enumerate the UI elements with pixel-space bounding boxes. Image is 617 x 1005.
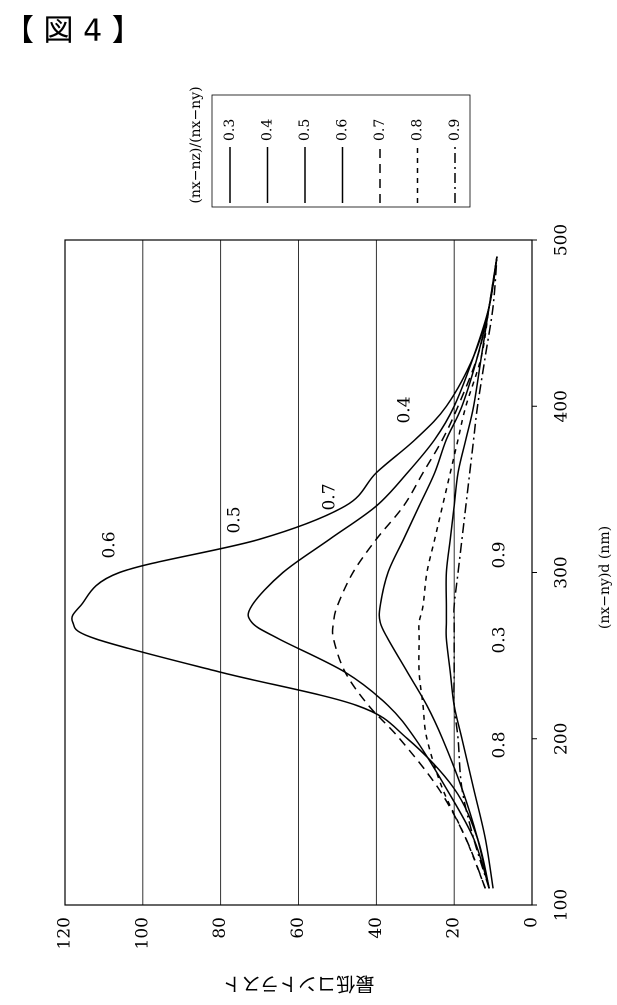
- y-tick-label: 40: [366, 917, 386, 939]
- x-tick-label: 400: [552, 390, 572, 422]
- series-line: [248, 257, 497, 889]
- series-line: [72, 257, 497, 889]
- curve-label: 0.7: [320, 483, 340, 510]
- rotated-chart: 0 20 40 60 80 100 120 100 200 300 400 500 (nx−ny)d (…: [55, 86, 614, 994]
- x-tick-label: 200: [552, 723, 572, 755]
- curve-label: 0.8: [490, 731, 510, 758]
- y-tick-label: 20: [444, 917, 464, 939]
- x-tick-label: 500: [552, 224, 572, 256]
- legend-box: [212, 95, 470, 207]
- curve-label: 0.9: [490, 541, 510, 568]
- y-tick-label: 0: [522, 917, 542, 928]
- y-tick-label: 100: [132, 917, 152, 949]
- x-tick-label: 300: [552, 556, 572, 588]
- legend-label: 0.8: [410, 119, 426, 141]
- legend-label: 0.6: [335, 119, 351, 141]
- y-tick-label: 120: [55, 917, 75, 949]
- x-tick-label: 100: [552, 889, 572, 921]
- legend-label: 0.7: [372, 119, 388, 141]
- y-axis-label: 最低コントラスト: [223, 973, 375, 995]
- y-tick-label: 80: [210, 917, 230, 939]
- y-tick-label: 60: [288, 917, 308, 939]
- figure: 【 図 4 】 0 20 40 60 80 100 120 100 200 300 400 500 (n…: [0, 0, 617, 1005]
- legend-title: (nx−nz)/(nx−ny): [188, 86, 204, 203]
- curve-label: 0.5: [225, 506, 245, 533]
- legend-label: 0.9: [447, 119, 463, 141]
- curve-label: 0.3: [490, 626, 510, 653]
- legend-label: 0.4: [260, 119, 276, 141]
- curve-label: 0.4: [395, 396, 415, 423]
- curve-label: 0.6: [100, 531, 120, 558]
- figure-title: 【 図 4 】: [4, 14, 142, 49]
- legend-label: 0.3: [222, 119, 238, 141]
- series-line: [446, 257, 497, 889]
- series-line: [332, 257, 496, 889]
- x-axis-label: (nx−ny)d (nm): [597, 526, 613, 629]
- legend-label: 0.5: [297, 119, 313, 141]
